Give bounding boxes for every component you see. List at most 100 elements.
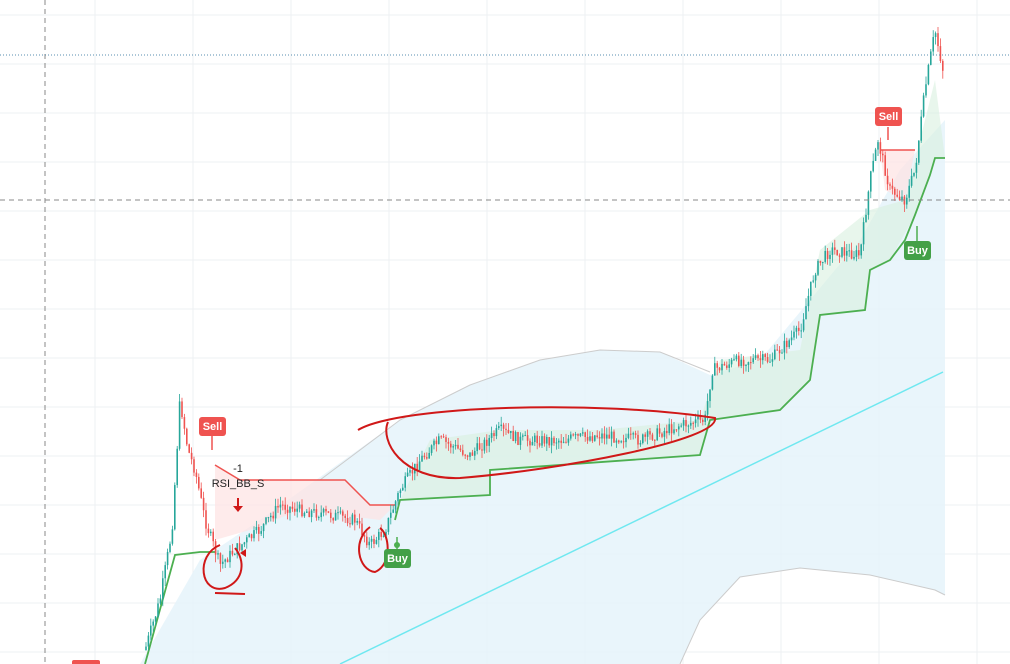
candle-body: [255, 526, 258, 531]
candle-body: [814, 274, 817, 281]
candle-body: [500, 424, 502, 427]
candle-body: [169, 543, 171, 552]
candle-body: [853, 256, 855, 259]
candle-body: [843, 247, 846, 256]
candle-body: [798, 327, 800, 331]
candle-body: [877, 142, 879, 150]
candle-body: [205, 510, 207, 529]
signal-tag[interactable]: Buy: [904, 226, 931, 260]
signal-tag[interactable]: Sell: [875, 107, 902, 140]
candle-body: [541, 436, 543, 446]
candle-body: [459, 448, 462, 451]
candle-body: [862, 222, 865, 245]
candle-body: [279, 504, 282, 508]
candle-body: [399, 490, 402, 494]
candle-body: [680, 425, 682, 427]
signal-tag[interactable]: Buy: [384, 537, 411, 568]
candle-body: [354, 514, 356, 523]
candle-body: [334, 512, 337, 521]
candle-body: [901, 196, 903, 200]
candle-body: [416, 463, 418, 471]
candle-body: [493, 433, 495, 437]
candle-body: [750, 362, 752, 364]
band-lower: [679, 567, 946, 664]
candle-body: [570, 434, 572, 439]
candle-body: [704, 414, 706, 422]
candle-body: [678, 426, 680, 430]
candle-body: [171, 529, 174, 544]
candle-body: [848, 250, 850, 252]
candle-body: [248, 534, 250, 538]
candle-body: [430, 445, 433, 453]
candle-body: [306, 511, 308, 513]
candle-body: [769, 361, 771, 363]
candle-body: [934, 33, 937, 38]
candle-body: [433, 440, 435, 446]
candle-body: [670, 424, 673, 434]
candle-body: [697, 416, 699, 420]
candle-body: [663, 430, 666, 437]
candle-body: [382, 535, 385, 537]
candle-body: [428, 452, 430, 459]
candle-body: [378, 531, 380, 540]
candle-body: [728, 364, 730, 368]
signal-tag-partial: [72, 660, 100, 664]
candle-body: [721, 363, 723, 371]
candle-body: [834, 247, 836, 250]
candle-body: [692, 422, 694, 424]
candle-body: [536, 435, 538, 444]
candle-body: [826, 250, 829, 259]
candle-body: [435, 440, 438, 444]
candle-body: [368, 541, 370, 546]
candle-body: [654, 439, 656, 441]
candle-body: [474, 450, 476, 456]
candle-body: [735, 355, 738, 360]
candle-body: [829, 254, 831, 259]
candle-body: [795, 327, 798, 332]
candle-body: [243, 542, 246, 545]
candle-body: [394, 501, 397, 510]
candle-body: [466, 455, 469, 457]
candle-body: [762, 354, 764, 361]
candle-body: [656, 428, 658, 441]
candle-body: [318, 517, 320, 519]
candle-body: [174, 485, 176, 530]
candle-body: [894, 188, 896, 195]
candle-body: [303, 512, 306, 517]
candle-body: [800, 330, 802, 332]
candle-body: [776, 349, 778, 351]
candle-body: [860, 244, 862, 256]
candle-body: [291, 506, 294, 509]
candle-body: [831, 247, 834, 255]
candle-body: [838, 255, 841, 257]
candle-body: [572, 434, 574, 436]
candle-body: [786, 340, 788, 348]
candle-body: [397, 493, 399, 502]
candle-body: [639, 443, 642, 445]
candle-body: [238, 543, 241, 551]
candle-body: [260, 531, 262, 534]
signal-tag[interactable]: Sell: [199, 417, 226, 450]
candle-body: [186, 428, 188, 445]
candle-body: [212, 531, 214, 542]
candle-body: [658, 428, 661, 434]
candle-body: [632, 433, 634, 435]
candle-body: [613, 431, 615, 443]
candle-body: [495, 428, 498, 437]
candle-body: [447, 441, 450, 444]
candle-body: [483, 439, 486, 451]
candle-body: [730, 359, 733, 365]
candle-body: [874, 149, 877, 161]
candle-body: [908, 185, 910, 198]
candle-body: [824, 250, 826, 262]
candle-body: [781, 352, 783, 354]
candle-body: [598, 436, 601, 439]
candle-body: [145, 646, 147, 650]
indicator-value: -1: [233, 463, 243, 475]
candle-body: [258, 526, 260, 534]
candle-body: [733, 359, 735, 361]
candle-body: [726, 365, 728, 368]
candle-body: [298, 504, 301, 509]
candle-body: [325, 508, 327, 512]
